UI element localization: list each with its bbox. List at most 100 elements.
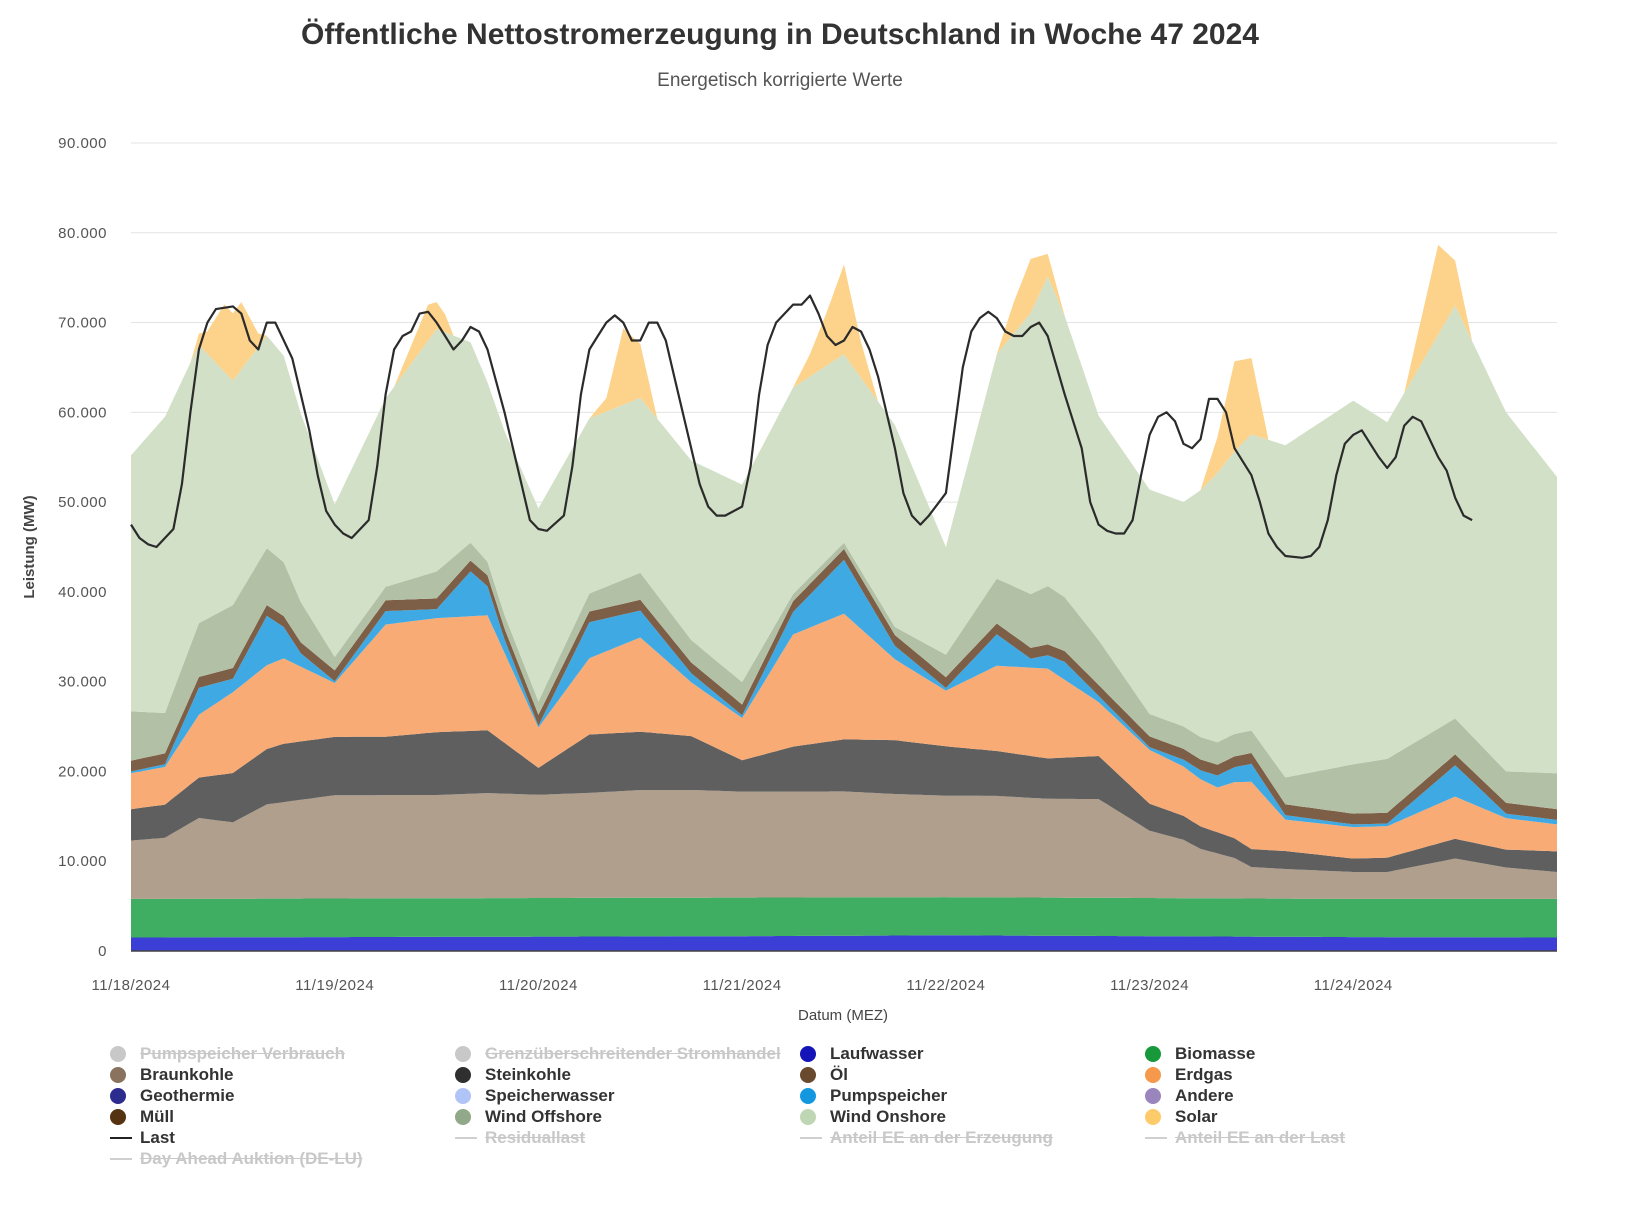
legend-label: Residuallast <box>485 1127 586 1147</box>
legend-item[interactable]: Speicherwasser <box>455 1086 800 1105</box>
x-tick-label: 11/24/2024 <box>1314 977 1393 994</box>
legend-dot-marker <box>800 1087 816 1104</box>
legend-item[interactable]: Geothermie <box>110 1086 455 1105</box>
legend-label: Biomasse <box>1175 1043 1256 1063</box>
legend-dot-marker <box>110 1066 126 1083</box>
legend-line-marker <box>110 1136 132 1139</box>
y-tick-label: 20.000 <box>58 763 107 780</box>
legend-dot-marker <box>455 1108 471 1125</box>
legend-label: Wind Offshore <box>485 1106 602 1126</box>
legend: Pumpspeicher Verbrauch Grenzüberschreiten… <box>110 1044 1590 1168</box>
legend-item[interactable]: Pumpspeicher Verbrauch <box>110 1044 455 1063</box>
chart-title: Öffentliche Nettostromerzeugung in Deuts… <box>301 18 1259 51</box>
x-tick-label: 11/19/2024 <box>295 977 374 994</box>
legend-label: Müll <box>140 1106 174 1126</box>
legend-item[interactable]: Steinkohle <box>455 1065 800 1084</box>
y-tick-label: 70.000 <box>58 315 107 332</box>
legend-label: Anteil EE an der Last <box>1175 1127 1346 1147</box>
legend-item[interactable]: Grenzüberschreitender Stromhandel <box>455 1044 800 1063</box>
legend-item[interactable]: Pumpspeicher <box>800 1086 1145 1105</box>
x-tick-label: 11/23/2024 <box>1110 977 1189 994</box>
legend-dot-marker <box>110 1108 126 1125</box>
legend-item[interactable]: Öl <box>800 1065 1145 1084</box>
legend-item[interactable]: Laufwasser <box>800 1044 1145 1063</box>
area-series-biomasse[interactable] <box>131 897 1557 938</box>
legend-item[interactable]: Residuallast <box>455 1128 800 1147</box>
area-series-erdgas[interactable] <box>131 613 1557 859</box>
legend-label: Solar <box>1175 1106 1218 1126</box>
legend-label: Pumpspeicher <box>830 1085 948 1105</box>
legend-label: Öl <box>830 1064 848 1084</box>
line-series-last[interactable] <box>130 294 1473 559</box>
legend-label: Geothermie <box>140 1085 235 1105</box>
axes: 0 10.000 20.000 30.000 40.000 50.000 60.000 70.… <box>58 135 1557 994</box>
legend-dot-marker <box>455 1087 471 1104</box>
legend-dot-marker <box>455 1045 471 1062</box>
legend-label: Last <box>140 1127 175 1147</box>
legend-item[interactable]: Braunkohle <box>110 1065 455 1084</box>
legend-dot-marker <box>1145 1108 1161 1125</box>
legend-label: Erdgas <box>1175 1064 1233 1084</box>
legend-item[interactable]: Last <box>110 1128 455 1147</box>
legend-item[interactable]: Biomasse <box>1145 1044 1490 1063</box>
y-tick-label: 40.000 <box>58 584 107 601</box>
legend-line-marker <box>110 1157 132 1160</box>
load-lines <box>130 294 1473 559</box>
area-series-steinkohle[interactable] <box>131 730 1557 872</box>
legend-item[interactable]: Wind Offshore <box>455 1107 800 1126</box>
legend-label: Wind Onshore <box>830 1106 947 1126</box>
area-series-wind-onshore[interactable] <box>131 276 1557 778</box>
legend-label: Pumpspeicher Verbrauch <box>140 1043 346 1063</box>
x-axis-title: Datum (MEZ) <box>798 1007 888 1024</box>
legend-line-marker <box>800 1136 822 1139</box>
area-series-solar[interactable] <box>131 244 1557 547</box>
legend-dot-marker <box>455 1066 471 1083</box>
legend-label: Steinkohle <box>485 1064 571 1084</box>
chart-subtitle: Energetisch korrigierte Werte <box>657 70 903 91</box>
y-tick-label: 50.000 <box>58 494 107 511</box>
area-series-wind-offshore[interactable] <box>131 542 1557 814</box>
legend-label: Braunkohle <box>140 1064 234 1084</box>
legend-dot-marker <box>800 1045 816 1062</box>
legend-item[interactable]: Anteil EE an der Erzeugung <box>800 1128 1145 1147</box>
legend-item[interactable]: Day Ahead Auktion (DE-LU) <box>110 1149 455 1168</box>
x-tick-label: 11/22/2024 <box>906 977 985 994</box>
y-tick-label: 90.000 <box>58 135 107 152</box>
plot-area[interactable]: 0 10.000 20.000 30.000 40.000 50.000 60.000 70.… <box>0 0 1628 1040</box>
area-series-braunkohle[interactable] <box>131 790 1557 899</box>
legend-dot-marker <box>800 1066 816 1083</box>
legend-label: Speicherwasser <box>485 1085 615 1105</box>
legend-item[interactable]: Wind Onshore <box>800 1107 1145 1126</box>
stacked-areas <box>131 244 1557 951</box>
area-series-laufwasser[interactable] <box>131 935 1557 951</box>
y-axis-title: Leistung (MW) <box>21 495 38 598</box>
legend-dot-marker <box>1145 1087 1161 1104</box>
legend-item[interactable]: Solar <box>1145 1107 1490 1126</box>
legend-label: Andere <box>1175 1085 1234 1105</box>
y-tick-label: 80.000 <box>58 225 107 242</box>
y-tick-label: 30.000 <box>58 674 107 691</box>
x-tick-label: 11/20/2024 <box>499 977 578 994</box>
legend-label: Laufwasser <box>830 1043 924 1063</box>
legend-dot-marker <box>110 1045 126 1062</box>
legend-line-marker <box>455 1136 477 1139</box>
legend-item[interactable]: Andere <box>1145 1086 1490 1105</box>
y-tick-label: 60.000 <box>58 404 107 421</box>
legend-dot-marker <box>1145 1045 1161 1062</box>
area-series-öl[interactable] <box>131 549 1557 825</box>
legend-line-marker <box>1145 1136 1167 1139</box>
legend-dot-marker <box>110 1087 126 1104</box>
legend-item[interactable]: Anteil EE an der Last <box>1145 1128 1490 1147</box>
legend-dot-marker <box>1145 1066 1161 1083</box>
y-tick-label: 10.000 <box>58 853 107 870</box>
legend-item[interactable]: Erdgas <box>1145 1065 1490 1084</box>
x-tick-label: 11/21/2024 <box>703 977 782 994</box>
legend-label: Anteil EE an der Erzeugung <box>830 1127 1053 1147</box>
area-series-pumpspeicher[interactable] <box>131 559 1557 828</box>
legend-label: Day Ahead Auktion (DE-LU) <box>140 1148 363 1168</box>
y-tick-label: 0 <box>98 943 107 960</box>
legend-dot-marker <box>800 1108 816 1125</box>
legend-item[interactable]: Müll <box>110 1107 455 1126</box>
legend-label: Grenzüberschreitender Stromhandel <box>485 1043 781 1063</box>
